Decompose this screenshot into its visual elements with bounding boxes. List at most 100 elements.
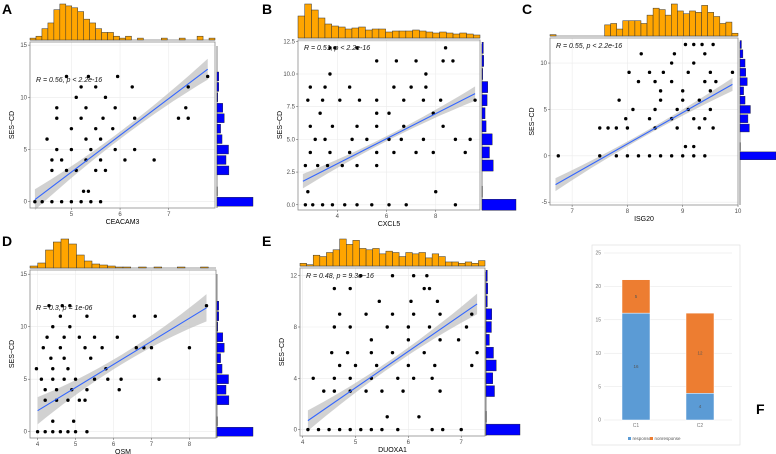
data-point xyxy=(470,312,474,316)
x-hist-bar xyxy=(95,28,102,41)
chart-frame xyxy=(591,244,741,446)
data-point xyxy=(101,116,105,120)
data-point xyxy=(375,150,379,155)
x-hist-bar xyxy=(83,18,90,41)
data-point xyxy=(606,126,610,130)
y-tick-label: 10 xyxy=(540,61,547,67)
regression-line xyxy=(307,303,478,422)
x-hist-bar xyxy=(200,266,209,269)
data-point xyxy=(425,273,429,278)
y-tick-label: 10 xyxy=(20,325,27,331)
data-point xyxy=(343,203,347,207)
y-tick-label: 5 xyxy=(544,107,548,113)
data-point xyxy=(385,325,389,329)
data-point xyxy=(433,363,437,368)
data-point xyxy=(692,61,696,65)
data-point xyxy=(43,398,47,402)
y-tick-label: 10 xyxy=(20,95,27,101)
data-point xyxy=(464,325,469,329)
data-point xyxy=(51,367,55,371)
x-tick-label: 6 xyxy=(385,214,389,220)
y-tick-label: 10 xyxy=(595,351,601,357)
y-hist-bar xyxy=(481,107,486,119)
data-point xyxy=(306,98,310,102)
x-hist-bar xyxy=(319,256,327,267)
data-point xyxy=(647,154,652,158)
x-tick-label: 7 xyxy=(150,442,154,448)
y-hist-bar xyxy=(216,134,223,144)
data-point xyxy=(51,430,55,434)
data-point xyxy=(348,376,352,380)
y-tick-label: 5 xyxy=(598,384,601,390)
data-point xyxy=(355,124,359,129)
x-hist-bar xyxy=(299,263,307,267)
data-point xyxy=(55,116,59,120)
data-point xyxy=(692,117,696,121)
data-point xyxy=(453,137,458,142)
data-point xyxy=(661,70,666,75)
x-hist-bar xyxy=(77,11,84,41)
x-hist-bar xyxy=(177,266,186,269)
y-hist-bar xyxy=(485,282,488,295)
data-point xyxy=(430,427,434,432)
x-hist-bar xyxy=(338,26,346,39)
data-point xyxy=(411,273,416,278)
data-point xyxy=(348,286,352,291)
data-point xyxy=(347,150,352,155)
data-point xyxy=(438,98,443,102)
x-hist-bar xyxy=(311,9,319,39)
x-hist-bar xyxy=(451,261,459,267)
y-tick-label: 7.5 xyxy=(287,105,296,111)
data-point xyxy=(431,150,435,155)
data-point xyxy=(115,74,120,79)
y-hist-bar xyxy=(739,58,746,68)
x-tick-label: 6 xyxy=(118,212,122,218)
data-point xyxy=(316,427,321,432)
data-point xyxy=(152,158,156,162)
data-point xyxy=(639,52,643,56)
y-hist-bar xyxy=(739,96,746,105)
data-point xyxy=(303,163,308,168)
data-point xyxy=(66,367,70,371)
data-point xyxy=(85,314,89,318)
panel-label: F xyxy=(756,401,765,417)
data-point xyxy=(337,312,342,316)
x-hist-bar xyxy=(473,34,481,39)
data-point xyxy=(414,59,418,63)
x-hist-bar xyxy=(91,263,100,269)
y-hist-bar xyxy=(481,68,483,80)
bar-response xyxy=(685,393,715,421)
panel-b: B R = 0.51, p < 2.2e-16 4 6 8 0.0 2.5 5.0 7.5 10.… xyxy=(262,1,517,228)
y-tick-label: 4 xyxy=(294,376,298,382)
data-point xyxy=(315,163,320,168)
data-point xyxy=(675,107,679,112)
x-hist-bar xyxy=(113,35,120,41)
data-point xyxy=(692,154,696,158)
data-point xyxy=(692,42,696,47)
data-point xyxy=(647,70,652,75)
x-hist-bar xyxy=(398,30,407,39)
x-hist-bar xyxy=(412,253,420,267)
y-hist-bar xyxy=(481,146,490,159)
data-point xyxy=(311,376,315,380)
data-point xyxy=(98,200,103,204)
data-point xyxy=(345,350,350,355)
x-hist-bar xyxy=(331,25,339,39)
regression-line xyxy=(34,68,209,201)
x-hist-bar xyxy=(68,243,77,269)
data-point xyxy=(85,388,89,392)
data-point xyxy=(186,116,190,120)
x-hist-bar xyxy=(731,32,739,37)
x-hist-bar xyxy=(398,256,406,267)
data-point xyxy=(320,98,325,102)
data-point xyxy=(369,427,374,432)
y-hist-bar xyxy=(481,81,488,93)
x-hist-bar xyxy=(707,12,714,37)
x-hist-bar xyxy=(478,260,486,267)
data-point xyxy=(45,137,49,141)
data-point xyxy=(394,59,399,63)
x-hist-bar xyxy=(646,14,654,37)
data-point xyxy=(119,377,123,381)
y-tick-label: 0 xyxy=(294,428,298,434)
data-point xyxy=(387,203,391,207)
